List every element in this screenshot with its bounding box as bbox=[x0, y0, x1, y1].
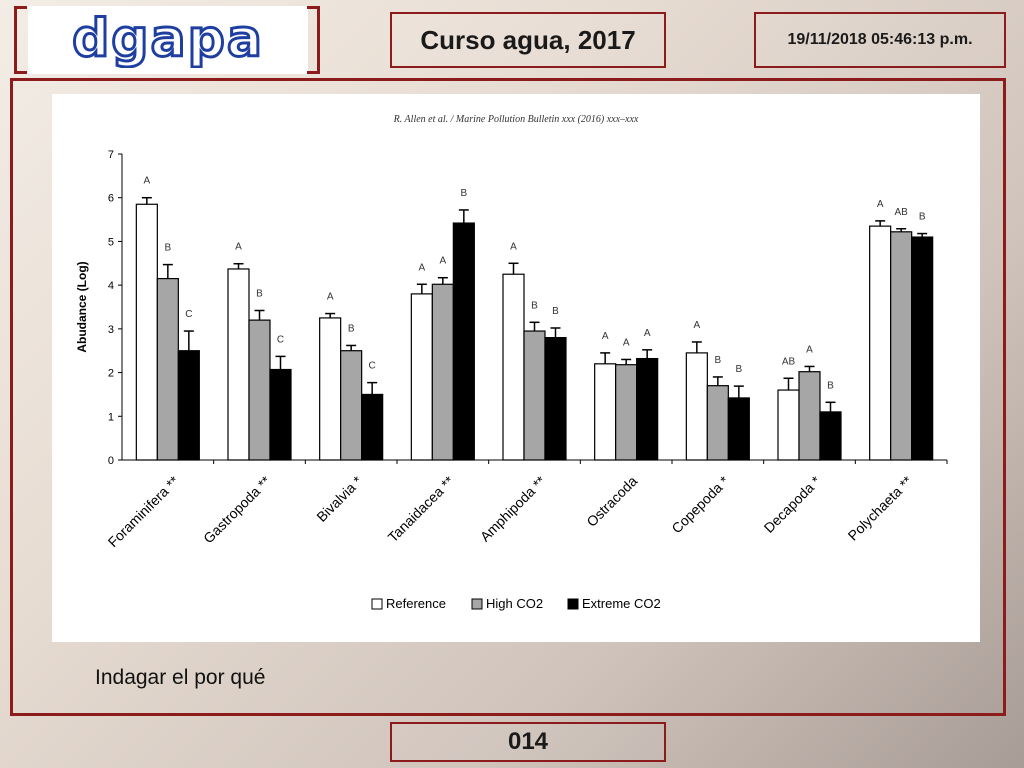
x-tick-label: Foraminifera ** bbox=[105, 472, 183, 550]
y-tick-label: 3 bbox=[108, 324, 114, 336]
bar bbox=[269, 368, 292, 461]
bar bbox=[502, 273, 525, 461]
legend-label: Extreme CO2 bbox=[582, 596, 661, 611]
significance-letter: B bbox=[919, 212, 926, 223]
caption-text: Indagar el por qué bbox=[95, 666, 266, 689]
x-tick-label: Tanaidacea ** bbox=[385, 472, 458, 545]
y-tick-label: 7 bbox=[108, 149, 114, 161]
x-tick-label: Amphipoda ** bbox=[477, 472, 549, 544]
bar bbox=[544, 337, 567, 461]
y-tick-label: 1 bbox=[108, 411, 114, 423]
significance-letter: A bbox=[327, 292, 334, 303]
y-tick-label: 0 bbox=[108, 455, 114, 467]
significance-letter: B bbox=[256, 288, 263, 299]
significance-letter: B bbox=[460, 188, 467, 199]
legend-swatch bbox=[371, 598, 383, 610]
bar bbox=[523, 330, 546, 461]
significance-letter: AB bbox=[894, 207, 908, 218]
bar bbox=[227, 268, 250, 461]
significance-letter: A bbox=[644, 328, 651, 339]
x-tick-label: Gastropoda ** bbox=[200, 472, 274, 546]
bar bbox=[869, 225, 892, 461]
logo-area: dgapa bbox=[14, 6, 320, 74]
bar bbox=[798, 371, 821, 461]
chart-source: R. Allen et al. / Marine Pollution Bulle… bbox=[393, 114, 639, 125]
logo-text: dgapa bbox=[72, 12, 264, 68]
significance-letter: B bbox=[735, 364, 742, 375]
significance-letter: B bbox=[552, 306, 559, 317]
y-axis-label: Abudance (Log) bbox=[75, 261, 89, 352]
logo-bracket-right bbox=[307, 6, 320, 74]
bar bbox=[410, 293, 433, 461]
significance-letter: B bbox=[714, 355, 721, 366]
significance-letter: C bbox=[277, 334, 284, 345]
significance-letter: B bbox=[164, 243, 171, 254]
logo-bracket-left bbox=[14, 6, 27, 74]
bar bbox=[636, 357, 659, 461]
bar bbox=[319, 317, 342, 461]
bar bbox=[727, 397, 750, 461]
slide-title: Curso agua, 2017 bbox=[390, 12, 666, 68]
content-frame bbox=[10, 78, 1006, 716]
significance-letter: B bbox=[531, 300, 538, 311]
significance-letter: A bbox=[439, 256, 446, 267]
significance-letter: A bbox=[602, 331, 609, 342]
x-tick-label: Polychaeta ** bbox=[845, 472, 916, 543]
bar bbox=[594, 363, 617, 461]
significance-letter: A bbox=[623, 337, 630, 348]
bar bbox=[248, 319, 271, 461]
chart-panel: R. Allen et al. / Marine Pollution Bulle… bbox=[52, 94, 980, 642]
bar bbox=[431, 283, 454, 461]
y-tick-label: 5 bbox=[108, 236, 114, 248]
significance-letter: C bbox=[185, 309, 192, 320]
significance-letter: C bbox=[369, 361, 376, 372]
bar bbox=[340, 350, 363, 461]
significance-letter: B bbox=[827, 380, 834, 391]
y-tick-label: 2 bbox=[108, 368, 114, 380]
bar bbox=[890, 231, 913, 461]
significance-letter: B bbox=[348, 323, 355, 334]
bar bbox=[135, 203, 158, 461]
legend-label: High CO2 bbox=[486, 596, 543, 611]
bar bbox=[819, 411, 842, 461]
x-tick-label: Bivalvia * bbox=[313, 472, 365, 524]
significance-letter: A bbox=[693, 320, 700, 331]
bar bbox=[777, 389, 800, 461]
significance-letter: AB bbox=[782, 356, 796, 367]
bar bbox=[685, 352, 708, 461]
significance-letter: A bbox=[806, 344, 813, 355]
bar bbox=[615, 364, 638, 461]
significance-letter: A bbox=[877, 199, 884, 210]
legend-swatch bbox=[471, 598, 483, 610]
bar bbox=[361, 393, 384, 461]
x-tick-label: Ostracoda bbox=[583, 473, 640, 530]
y-tick-label: 6 bbox=[108, 193, 114, 205]
significance-letter: A bbox=[143, 176, 150, 187]
bar bbox=[156, 277, 179, 461]
bar bbox=[706, 385, 729, 461]
significance-letter: A bbox=[235, 242, 242, 253]
x-tick-label: Decapoda * bbox=[761, 472, 824, 535]
significance-letter: A bbox=[510, 241, 517, 252]
legend-swatch bbox=[567, 598, 579, 610]
bar bbox=[177, 350, 200, 461]
datetime-label: 19/11/2018 05:46:13 p.m. bbox=[754, 12, 1006, 68]
page-number: 014 bbox=[390, 722, 666, 762]
logo: dgapa bbox=[28, 6, 308, 74]
bar-chart: R. Allen et al. / Marine Pollution Bulle… bbox=[75, 114, 948, 611]
x-tick-label: Copepoda * bbox=[668, 472, 732, 536]
dgapa-logo-icon: dgapa bbox=[71, 12, 264, 68]
bar bbox=[911, 236, 934, 461]
significance-letter: A bbox=[418, 262, 425, 273]
bar bbox=[452, 222, 475, 461]
y-tick-label: 4 bbox=[108, 280, 114, 292]
legend-label: Reference bbox=[386, 596, 446, 611]
